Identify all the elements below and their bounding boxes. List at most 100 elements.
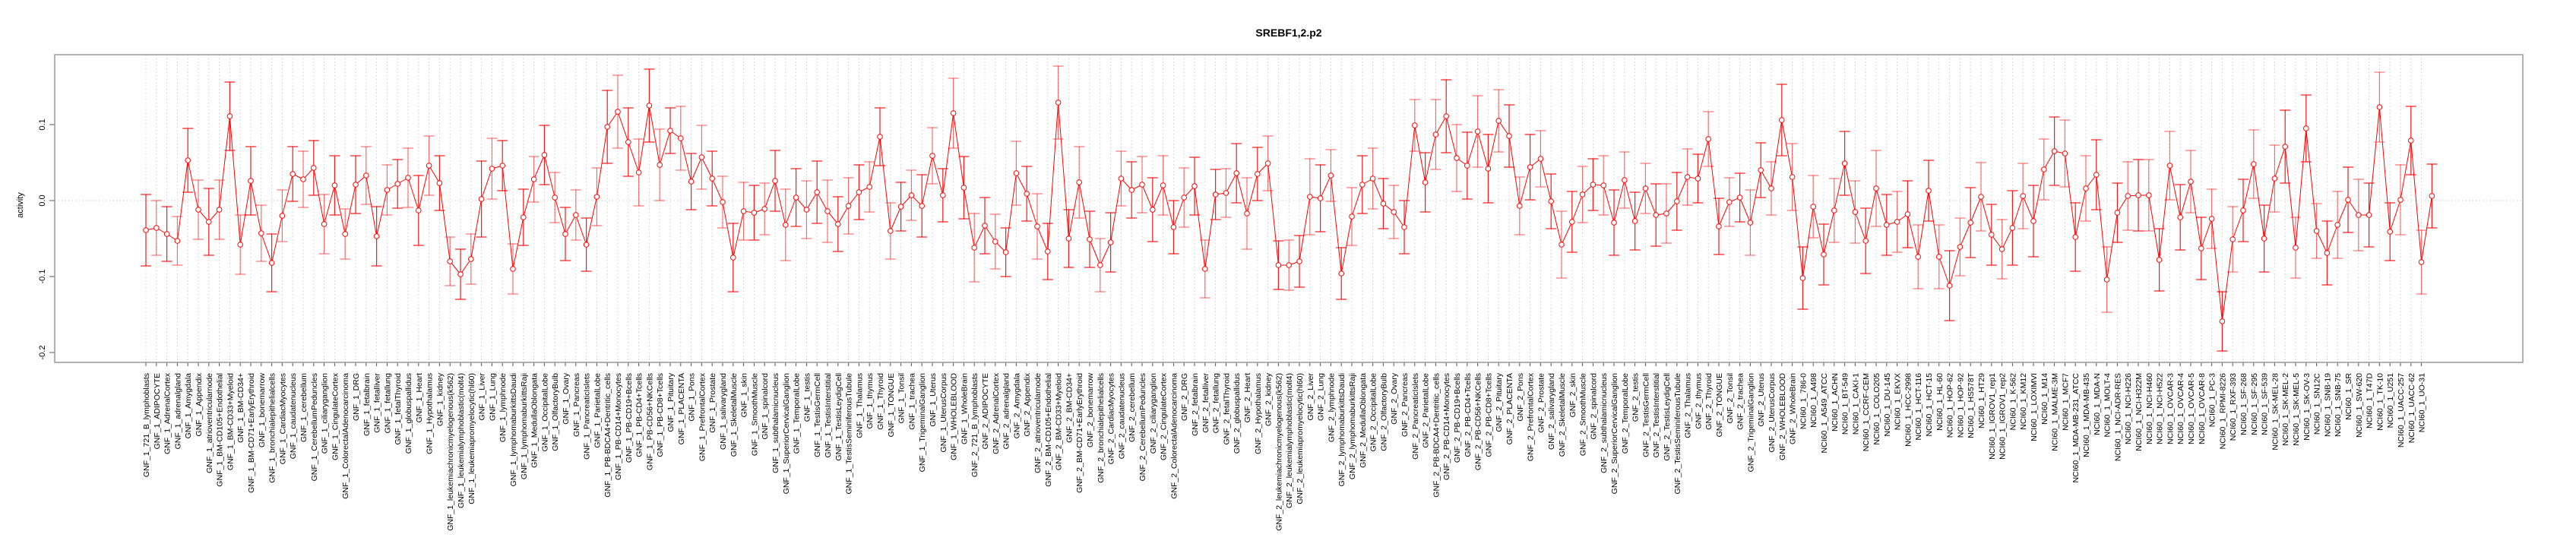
x-tick-label: NCI60_1_NCI-H322M: [2135, 373, 2144, 451]
x-tick-label: NCI60_1_MDA-MB-231_ATCC: [2071, 373, 2081, 483]
x-tick-label: NCI60_1_ACHN: [1831, 373, 1840, 432]
data-point: [2135, 192, 2141, 198]
x-tick-label: GNF_2_WholeBrain: [1789, 373, 1798, 444]
x-tick-label: GNF_2_Appendix: [1023, 372, 1032, 436]
data-point: [373, 233, 380, 239]
series-segment: [1854, 211, 1866, 242]
x-tick-label: GNF_1_subthalamicnucleus: [771, 373, 780, 473]
data-point: [1642, 185, 1649, 191]
data-point: [593, 194, 600, 200]
series-segment: [2337, 199, 2349, 226]
series-segment: [1487, 120, 1499, 169]
series-segment: [554, 197, 566, 235]
x-tick-label: GNF_2_DRG: [1180, 373, 1189, 421]
x-tick-label: GNF_1_ParietalLobe: [593, 373, 602, 448]
x-tick-label: GNF_2_leukemiapromyelocytic(hl60): [1296, 373, 1305, 504]
series-segment: [1907, 213, 1919, 258]
x-tick-label: GNF_2_ParietalLobe: [1422, 373, 1431, 448]
x-tick-label: GNF_1_Thyroid: [876, 373, 885, 430]
series-segment: [219, 115, 230, 210]
series-segment: [2043, 150, 2055, 170]
x-tick-label: GNF_2_CardiacMyocytes: [1107, 373, 1116, 464]
series-segment: [596, 126, 608, 198]
data-point: [1464, 163, 1470, 169]
series-segment: [1026, 193, 1038, 227]
x-tick-label: GNF_2_SkeletalMuscle: [1558, 373, 1567, 457]
x-tick-label: GNF_1_PB-CD8+Tcells: [656, 373, 665, 457]
x-tick-label: GNF_2_Pancreas: [1400, 373, 1410, 437]
x-tick-label: GNF_1_Thalamus: [855, 373, 864, 438]
series-segment: [1938, 256, 1951, 286]
x-tick-label: GNF_2_PrefrontalCortex: [1527, 372, 1536, 461]
data-point: [1170, 224, 1177, 230]
series-segment: [1194, 185, 1206, 270]
x-tick-label: GNF_1_SmoothMuscle: [750, 373, 759, 456]
x-tick-label: GNF_2_cerebellum: [1128, 373, 1137, 442]
data-point: [1369, 175, 1376, 182]
x-tick-label: NCI60_1_K-562: [2008, 373, 2017, 430]
data-point: [1412, 122, 1418, 128]
x-tick-label: GNF_2_fetalThyroid: [1222, 373, 1231, 445]
data-point: [845, 203, 852, 209]
x-tick-label: GNF_2_salivarygland: [1547, 373, 1556, 450]
data-point: [877, 134, 883, 140]
data-point: [835, 221, 841, 227]
data-point: [1569, 219, 1575, 225]
x-tick-label: GNF_1_skin: [740, 373, 749, 418]
data-point: [604, 124, 611, 130]
x-tick-label: GNF_2_TestisInterstitial: [1652, 373, 1661, 457]
data-point: [426, 163, 432, 169]
x-tick-label: GNF_2_lymphomaburkittsRaji: [1348, 373, 1357, 479]
x-tick-label: GNF_2_TemporalLobe: [1621, 373, 1630, 454]
data-point: [2429, 193, 2435, 199]
data-point: [2240, 207, 2246, 213]
data-point: [1317, 195, 1324, 201]
x-tick-label: GNF_2_UterusCorpus: [1767, 373, 1777, 452]
x-tick-label: GNF_2_bonemarrow: [1086, 373, 1095, 447]
series-segment: [313, 167, 325, 225]
data-point: [1821, 251, 1827, 258]
series-segment: [324, 185, 335, 225]
data-point: [1716, 223, 1722, 229]
x-tick-label: GNF_1_PLACENTA: [677, 373, 686, 444]
x-tick-label: GNF_2_SmoothMuscle: [1579, 373, 1588, 456]
x-tick-label: GNF_2_adrenalgland: [1002, 373, 1011, 450]
data-point: [1244, 210, 1250, 217]
data-point: [552, 194, 559, 201]
data-point: [384, 187, 391, 193]
data-point: [1432, 131, 1439, 138]
series-segment: [1320, 175, 1331, 199]
x-tick-label: GNF_2_Thyroid: [1704, 373, 1714, 430]
x-tick-label: GNF_1_OccipitalLobe: [540, 373, 549, 451]
data-point: [1380, 201, 1387, 207]
series-segment: [1393, 211, 1405, 228]
data-point: [1936, 254, 1942, 260]
data-point: [1736, 194, 1743, 201]
data-point: [478, 196, 485, 202]
x-tick-label: GNF_1_PrefrontalCortex: [698, 372, 707, 461]
x-tick-label: GNF_2_BM-CD33+Myeloid: [1055, 373, 1064, 470]
series-segment: [2179, 181, 2191, 218]
x-tick-label: NCI60_1_TK-10: [2375, 373, 2385, 431]
x-tick-label: NCI60_1_UACC-62: [2407, 373, 2416, 443]
x-tick-label: NCI60_1_CCRF-CEM: [1862, 373, 1871, 451]
x-tick-label: GNF_1_spinalcord: [761, 373, 770, 440]
data-point: [1579, 191, 1586, 198]
data-point: [195, 207, 201, 213]
x-tick-label: GNF_1_kidney: [435, 372, 445, 426]
series-segment: [1844, 163, 1856, 213]
series-segment: [1865, 188, 1877, 242]
data-point: [2020, 193, 2026, 199]
data-point: [1034, 223, 1040, 229]
series-segment: [1267, 163, 1279, 266]
x-tick-label: GNF_2_ColorectalAdenocarcinoma: [1169, 373, 1179, 499]
data-point: [1684, 174, 1691, 180]
x-tick-label: GNF_1_BM-CD71+EarlyErythroid: [247, 373, 256, 493]
series-segment: [2284, 146, 2296, 248]
x-tick-label: GNF_1_atrioventricularnode: [205, 373, 214, 473]
x-tick-label: NCI60_1_KM12: [2019, 373, 2028, 430]
x-tick-label: GNF_1_ciliaryganglion: [321, 373, 330, 454]
x-tick-label: NCI60_1_CAKI-1: [1851, 373, 1860, 435]
data-point: [1852, 209, 1859, 215]
series-segment: [1540, 158, 1552, 202]
